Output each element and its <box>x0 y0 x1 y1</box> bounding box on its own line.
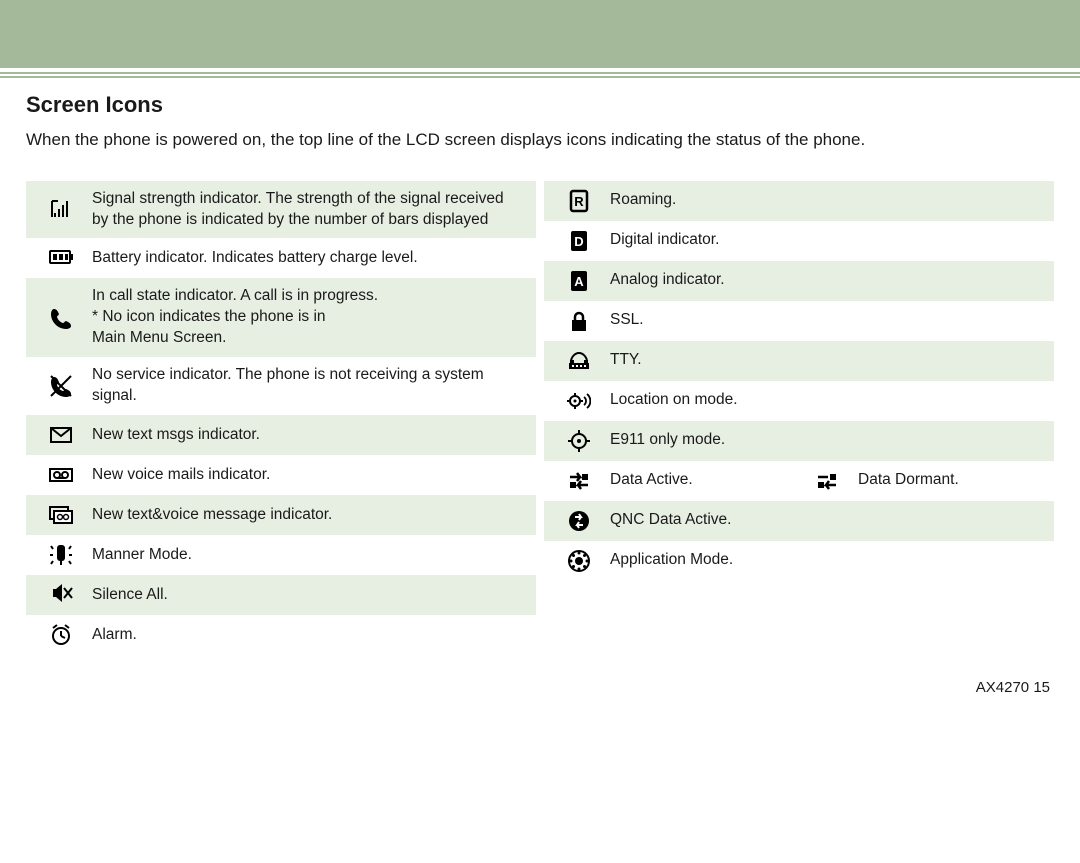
manner-icon <box>30 543 92 567</box>
icon-row: New text&voice message indicator. <box>26 495 536 535</box>
icon-description: E911 only mode. <box>610 430 1044 451</box>
roaming-icon <box>548 189 610 213</box>
icon-description: New voice mails indicator. <box>92 465 526 486</box>
location-icon <box>548 389 610 413</box>
icon-row: Roaming. <box>544 181 1054 221</box>
icon-row: In call state indicator. A call is in pr… <box>26 278 536 357</box>
vmail-icon <box>30 463 92 487</box>
icon-description: Silence All. <box>92 585 526 606</box>
icon-description: TTY. <box>610 350 1044 371</box>
icon-description: Data Active. <box>610 470 796 491</box>
icon-description: Signal strength indicator. The strength … <box>92 189 526 231</box>
icon-description: In call state indicator. A call is in pr… <box>92 286 526 349</box>
icon-description: New text msgs indicator. <box>92 425 526 446</box>
appmode-icon <box>548 549 610 573</box>
icon-description: Data Dormant. <box>858 470 1044 491</box>
icon-row: QNC Data Active. <box>544 501 1054 541</box>
icon-description: SSL. <box>610 310 1044 331</box>
icon-row: Alarm. <box>26 615 536 655</box>
signal-icon <box>30 198 92 222</box>
header-band <box>0 0 1080 68</box>
icon-row: Battery indicator. Indicates battery cha… <box>26 238 536 278</box>
tty-icon <box>548 349 610 373</box>
alarm-icon <box>30 623 92 647</box>
icon-row: Data Active. Data Dormant. <box>544 461 1054 501</box>
icon-description: New text&voice message indicator. <box>92 505 526 526</box>
icon-row: No service indicator. The phone is not r… <box>26 357 536 415</box>
e911-icon <box>548 429 610 453</box>
icon-row: Silence All. <box>26 575 536 615</box>
icon-row: Application Mode. <box>544 541 1054 581</box>
page-number: 15 <box>1033 679 1050 696</box>
qnc-icon <box>548 509 610 533</box>
icon-table: Signal strength indicator. The strength … <box>26 181 1054 655</box>
icon-row: Manner Mode. <box>26 535 536 575</box>
icon-row: Location on mode. <box>544 381 1054 421</box>
icon-row: E911 only mode. <box>544 421 1054 461</box>
icon-description: Alarm. <box>92 625 526 646</box>
icon-description: Roaming. <box>610 190 1044 211</box>
data-dormant-icon <box>796 469 858 493</box>
analog-icon <box>548 269 610 293</box>
icon-row: New voice mails indicator. <box>26 455 536 495</box>
left-column: Signal strength indicator. The strength … <box>26 181 536 655</box>
battery-icon <box>30 246 92 270</box>
phone-icon <box>30 306 92 330</box>
txtvoice-icon <box>30 503 92 527</box>
icon-row: Digital indicator. <box>544 221 1054 261</box>
icon-row: SSL. <box>544 301 1054 341</box>
icon-description: Location on mode. <box>610 390 1044 411</box>
icon-row: TTY. <box>544 341 1054 381</box>
noservice-icon <box>30 374 92 398</box>
icon-row: New text msgs indicator. <box>26 415 536 455</box>
section-title: Screen Icons <box>26 92 1054 118</box>
silence-icon <box>30 583 92 607</box>
icon-description: Manner Mode. <box>92 545 526 566</box>
page-content: Screen Icons When the phone is powered o… <box>0 78 1080 673</box>
page-footer: AX4270 15 <box>0 673 1080 708</box>
data-active-icon <box>548 469 610 493</box>
icon-description: QNC Data Active. <box>610 510 1044 531</box>
intro-text: When the phone is powered on, the top li… <box>26 128 1054 153</box>
icon-description: No service indicator. The phone is not r… <box>92 365 526 407</box>
right-column: Roaming. Digital indicator. Analog indicat… <box>544 181 1054 655</box>
digital-icon <box>548 229 610 253</box>
icon-description: Application Mode. <box>610 550 1044 571</box>
icon-row: Signal strength indicator. The strength … <box>26 181 536 239</box>
icon-row: Analog indicator. <box>544 261 1054 301</box>
icon-description: Digital indicator. <box>610 230 1044 251</box>
icon-description: Analog indicator. <box>610 270 1044 291</box>
model-label: AX4270 <box>976 679 1029 696</box>
msg-icon <box>30 423 92 447</box>
ssl-icon <box>548 309 610 333</box>
icon-description: Battery indicator. Indicates battery cha… <box>92 248 526 269</box>
